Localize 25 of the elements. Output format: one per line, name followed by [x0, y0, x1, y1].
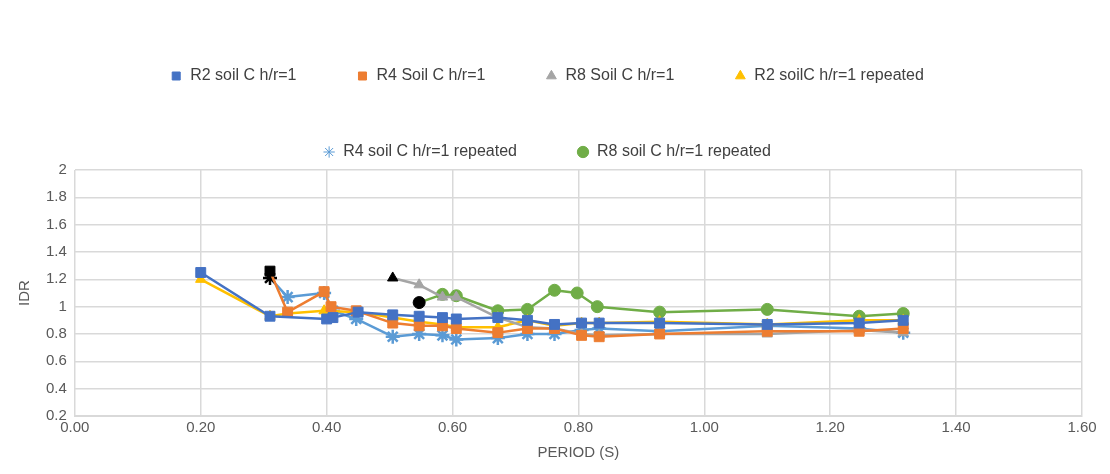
x-axis-title: PERIOD (S) [537, 443, 620, 461]
legend-label: R8 soil C h/r=1 repeated [597, 142, 771, 160]
y-tick-label: 2 [58, 160, 67, 178]
legend-label: R4 Soil C h/r=1 [376, 66, 486, 84]
legend-label: R2 soil C h/r=1 [190, 66, 297, 84]
x-tick-label: 0.20 [186, 418, 216, 436]
y-tick-label: 1.4 [45, 242, 67, 260]
y-tick-label: 1 [58, 296, 67, 314]
y-tick-label: 0.6 [45, 351, 67, 369]
y-axis-title: IDR [15, 279, 33, 306]
y-tick-label: 1.8 [45, 187, 67, 205]
x-tick-label: 1.60 [1067, 418, 1097, 436]
x-tick-label: 1.00 [689, 418, 719, 436]
legend-label: R2 soilC h/r=1 repeated [754, 66, 924, 84]
y-tick-label: 0.4 [45, 378, 67, 396]
y-tick-label: 1.2 [45, 269, 67, 287]
y-tick-label: 1.6 [45, 214, 67, 232]
x-tick-label: 1.20 [815, 418, 845, 436]
x-tick-label: 0.40 [312, 418, 342, 436]
legend-label: R4 soil C h/r=1 repeated [343, 142, 517, 160]
x-tick-label: 0.80 [563, 418, 594, 436]
legend-label: R8 Soil C h/r=1 [565, 66, 675, 84]
x-tick-label: 0.60 [437, 418, 468, 436]
x-tick-label: 1.40 [941, 418, 971, 436]
y-tick-label: 0.8 [45, 324, 67, 342]
